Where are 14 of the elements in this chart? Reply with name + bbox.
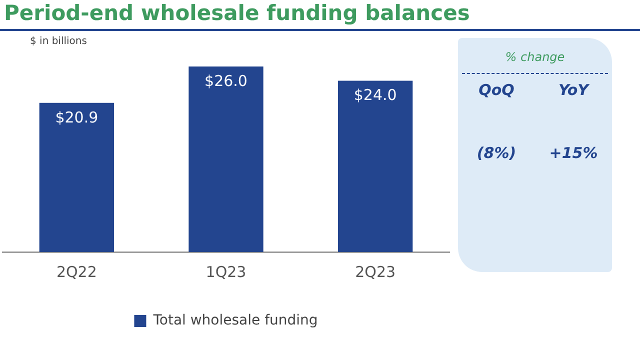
text: QoQ xyxy=(478,81,516,99)
data-label: $24.0 xyxy=(354,86,397,104)
chart-title: Period-end wholesale funding balances xyxy=(4,1,470,25)
x-tick-label: 2Q23 xyxy=(355,262,396,281)
data-label: $20.9 xyxy=(55,108,98,126)
data-label: $26.0 xyxy=(204,72,248,90)
x-tick-label: 2Q22 xyxy=(56,262,97,281)
chart-subtitle: $ in billions xyxy=(30,36,87,47)
text: YoY xyxy=(557,81,590,99)
text: (8%) xyxy=(476,144,518,162)
text: % change xyxy=(504,50,566,64)
legend-label: Total wholesale funding xyxy=(152,312,318,329)
text: +15% xyxy=(548,144,599,162)
x-tick-label: 1Q23 xyxy=(206,262,246,281)
